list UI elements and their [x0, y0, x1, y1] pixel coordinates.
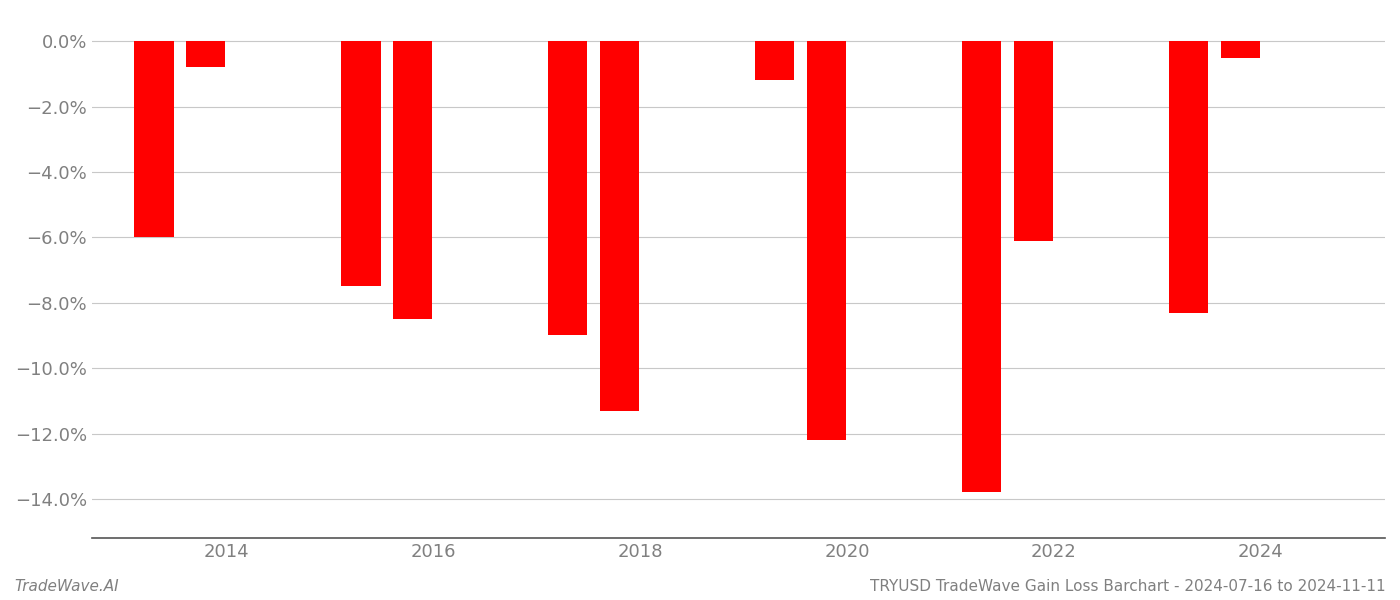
Bar	[342, 41, 381, 286]
Bar	[549, 41, 588, 335]
Bar	[134, 41, 174, 238]
Text: TradeWave.AI: TradeWave.AI	[14, 579, 119, 594]
Bar	[962, 41, 1001, 493]
Bar	[806, 41, 846, 440]
Bar	[1169, 41, 1208, 313]
Bar	[186, 41, 225, 67]
Bar	[1221, 41, 1260, 58]
Bar	[755, 41, 794, 80]
Text: TRYUSD TradeWave Gain Loss Barchart - 2024-07-16 to 2024-11-11: TRYUSD TradeWave Gain Loss Barchart - 20…	[871, 579, 1386, 594]
Bar	[599, 41, 640, 410]
Bar	[393, 41, 433, 319]
Bar	[1014, 41, 1053, 241]
